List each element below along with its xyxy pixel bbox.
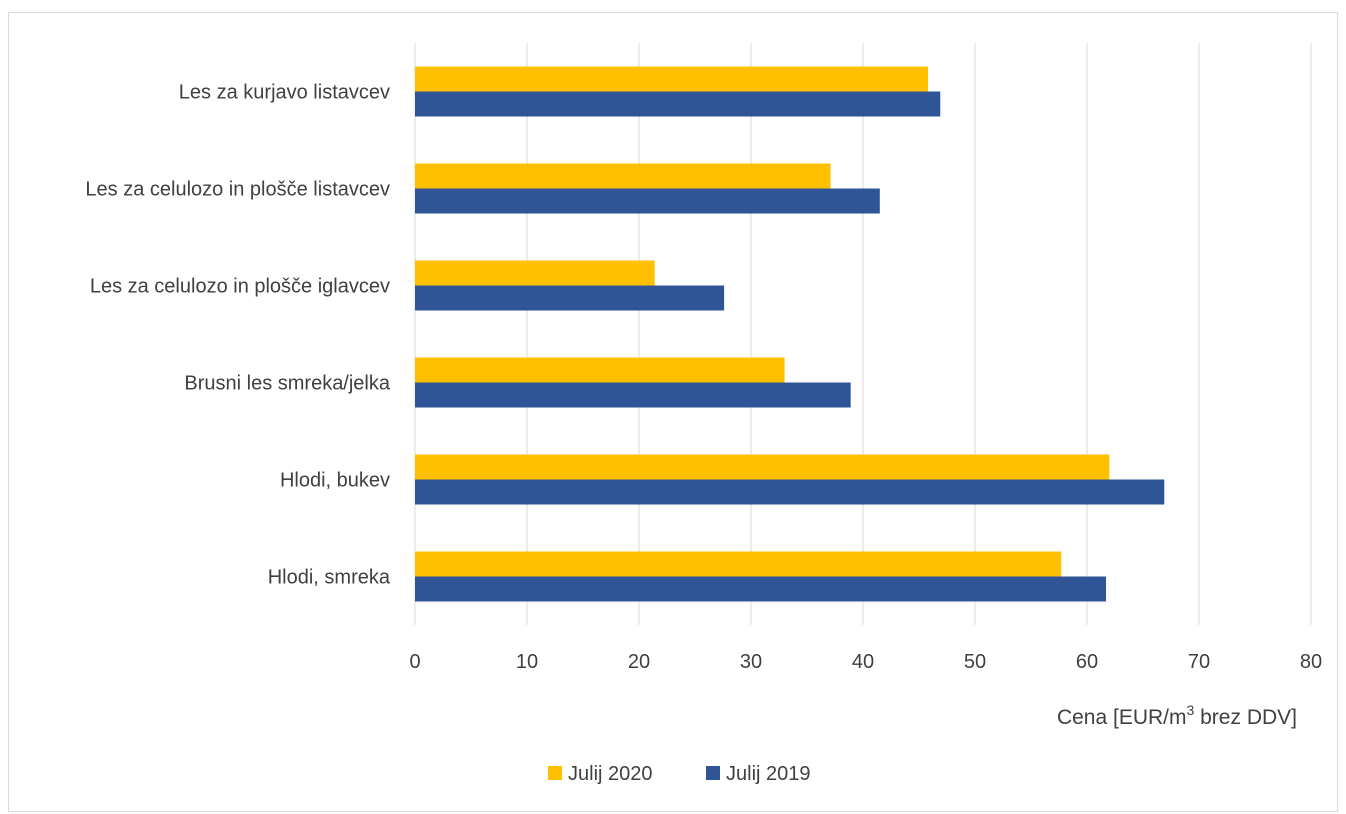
x-tick-labels: 0 10 20 30 40 50 60 70 80 xyxy=(409,651,1322,673)
x-tick-label-6: 60 xyxy=(1076,651,1098,673)
bar-julij-2019-1 xyxy=(415,188,880,214)
bar-julij-2019-2 xyxy=(415,285,725,311)
bar-julij-2019-3 xyxy=(415,382,851,408)
bar-julij-2020-0 xyxy=(415,66,928,92)
x-tick-label-7: 70 xyxy=(1188,651,1210,673)
x-tick-label-0: 0 xyxy=(409,651,420,673)
gridlines xyxy=(414,43,1312,625)
chart-frame xyxy=(8,12,1338,812)
x-tick-label-3: 30 xyxy=(740,651,762,673)
x-tick-label-2: 20 xyxy=(628,651,650,673)
x-tick-label-4: 40 xyxy=(852,651,874,673)
x-axis-label-superscript: 3 xyxy=(1187,702,1195,718)
category-label-2: Les za celulozo in plošče iglavcev xyxy=(90,276,390,298)
x-axis-label-rest: brez DDV] xyxy=(1194,706,1297,729)
category-label-4: Hlodi, bukev xyxy=(280,470,390,492)
category-label-0: Les za kurjavo listavcev xyxy=(179,82,390,104)
bar-julij-2019-4 xyxy=(415,479,1165,505)
x-axis-label-main: Cena [EUR/m xyxy=(1057,706,1187,729)
x-tick-label-5: 50 xyxy=(964,651,986,673)
legend-swatch-0 xyxy=(548,766,562,780)
bar-julij-2020-5 xyxy=(415,551,1062,577)
bar-julij-2020-3 xyxy=(415,357,785,383)
legend-label-1: Julij 2019 xyxy=(726,763,811,785)
bar-julij-2020-1 xyxy=(415,163,831,189)
bar-julij-2019-5 xyxy=(415,576,1107,602)
x-axis-label: Cena [EUR/m3 brez DDV] xyxy=(1057,702,1297,729)
bar-julij-2019-0 xyxy=(415,91,941,117)
x-tick-label-1: 10 xyxy=(516,651,538,673)
bar-julij-2020-4 xyxy=(415,454,1110,480)
legend: Julij 2020 Julij 2019 xyxy=(548,763,811,785)
category-label-3: Brusni les smreka/jelka xyxy=(184,373,391,395)
category-label-5: Hlodi, smreka xyxy=(268,567,391,589)
category-labels: Les za kurjavo listavcev Les za celulozo … xyxy=(85,82,390,589)
category-label-1: Les za celulozo in plošče listavcev xyxy=(85,179,390,201)
x-tick-label-8: 80 xyxy=(1300,651,1322,673)
legend-swatch-1 xyxy=(706,766,720,780)
bars xyxy=(415,66,1165,602)
legend-label-0: Julij 2020 xyxy=(568,763,653,785)
bar-julij-2020-2 xyxy=(415,260,655,286)
